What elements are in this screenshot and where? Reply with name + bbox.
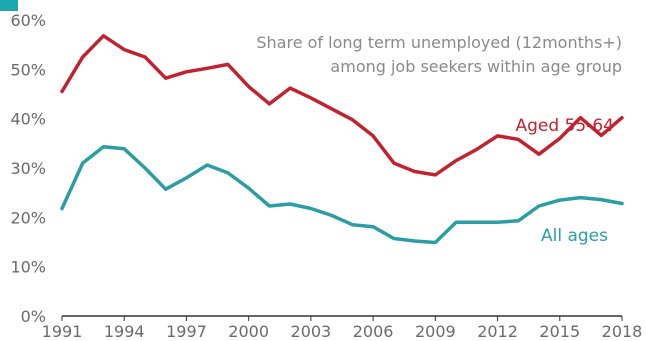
- y-tick-label: 20%: [10, 208, 46, 227]
- x-tick-label: 1997: [166, 322, 207, 341]
- series-line-all-ages: [60, 145, 624, 245]
- x-tick-label: 2009: [415, 322, 456, 341]
- y-tick-label: 60%: [10, 11, 46, 30]
- y-tick-label: 50%: [10, 60, 46, 79]
- y-tick-label: 30%: [10, 159, 46, 178]
- series-line-aged-55-64: [60, 34, 624, 177]
- x-tick-label: 1994: [104, 322, 145, 341]
- x-tick-label: 2012: [477, 322, 518, 341]
- x-tick-label: 2003: [291, 322, 332, 341]
- x-tick-label: 2006: [353, 322, 394, 341]
- series-label-aged-55-64: Aged 55-64: [516, 116, 614, 136]
- x-tick-label: 1991: [42, 322, 83, 341]
- annotation-line-2: among job seekers within age group: [330, 57, 622, 76]
- y-tick-label: 10%: [10, 258, 46, 277]
- corner-accent: [0, 0, 18, 11]
- y-axis: 0% 10% 20% 30% 40% 50% 60%: [10, 11, 46, 326]
- series-label-all-ages: All ages: [541, 226, 608, 246]
- series-lines: [60, 34, 624, 245]
- x-tick-label: 2018: [602, 322, 643, 341]
- y-tick-label: 40%: [10, 110, 46, 129]
- annotation-line-1: Share of long term unemployed (12months+…: [256, 33, 622, 52]
- y-tick-label: 0%: [21, 307, 46, 326]
- x-tick-label: 2000: [228, 322, 269, 341]
- x-axis: 1991 1994 1997 2000 2003 2006 2009 2012 2015 2018: [42, 315, 643, 341]
- x-tick-label: 2015: [539, 322, 580, 341]
